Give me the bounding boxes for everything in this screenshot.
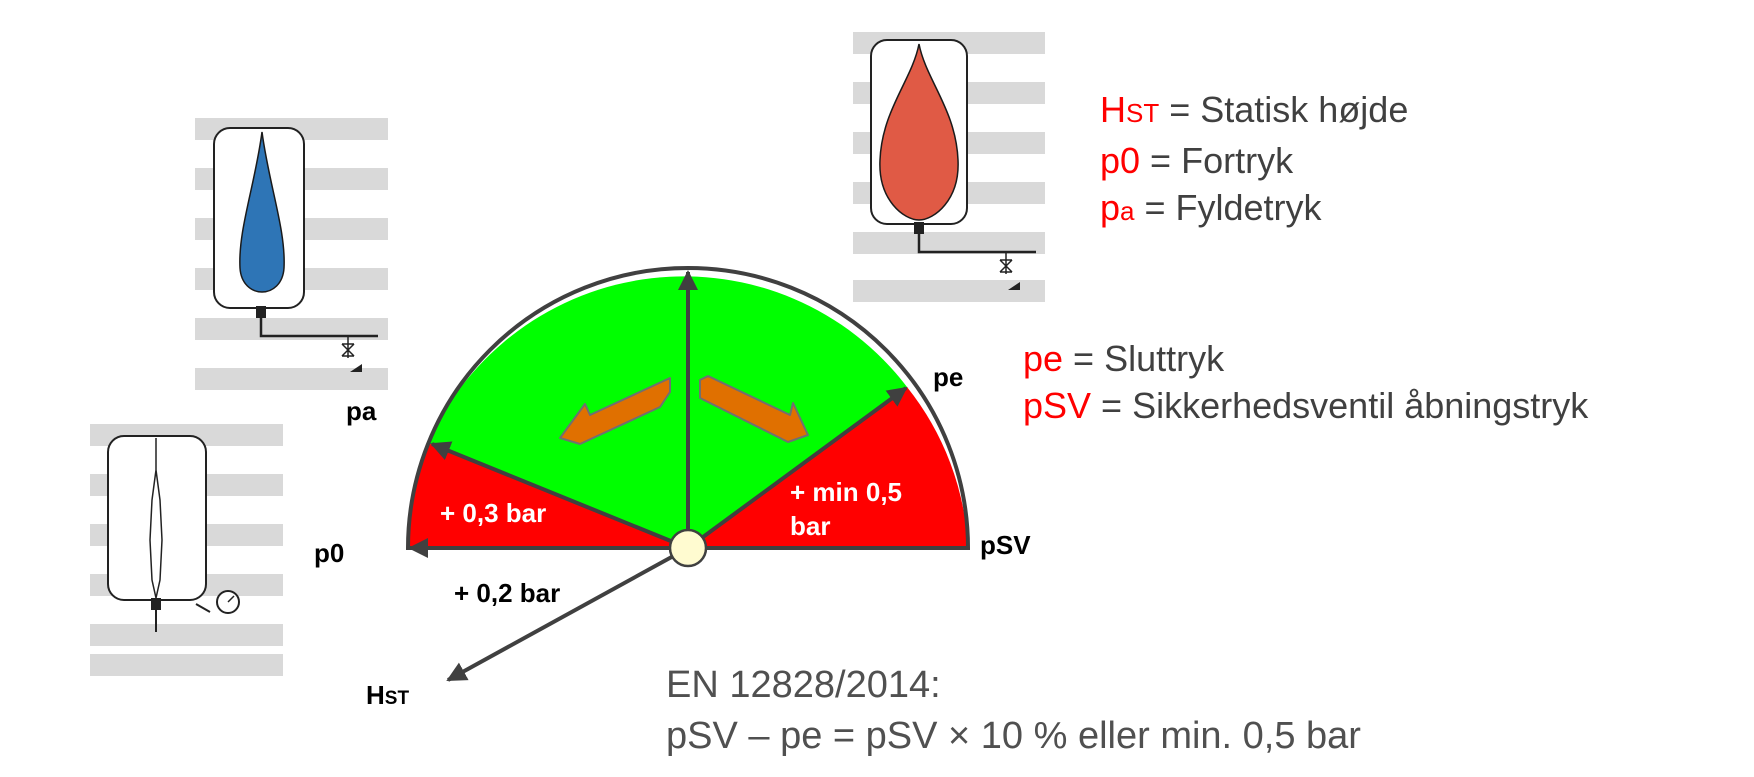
vessel-red-group [853,32,1045,302]
norm-line-1: EN 12828/2014: [666,664,941,706]
needle-pa [430,441,689,550]
norm-line-2: pSV – pe = pSV × 10 % eller min. 0,5 bar [666,715,1361,757]
needle-hst [446,546,689,682]
legend-mid: pe = Sluttryk pSV = Sikkerhedsventil åbn… [1023,335,1588,429]
legend-item-pe: pe = Sluttryk [1023,338,1225,379]
norm-text: EN 12828/2014: pSV – pe = pSV × 10 % ell… [666,660,1361,762]
label-psv: pSV [980,530,1031,560]
gauge-red-zone-right [688,387,968,548]
orange-arrow-left [559,377,671,445]
label-pe: pe [933,362,964,392]
legend-top: HST = Statisk højde p0 = Fortryk pa = Fy… [1100,86,1408,235]
gauge-green-zone [428,276,907,548]
gauge-red-zone-left [407,443,688,548]
vessel-empty-shell [107,435,207,601]
label-hst: HST [366,680,410,710]
vessel-empty-group [90,424,283,676]
legend-item-p0: p0 = Fortryk [1100,140,1294,181]
legend-item-pa: pa = Fyldetryk [1100,187,1322,228]
legend-item-psv: pSV = Sikkerhedsventil åbningstryk [1023,385,1589,426]
vessel-blue-group [195,118,388,390]
needle-pe [686,386,908,550]
vessel-red-membrane [879,43,959,221]
label-plus-0-2-bar: + 0,2 bar [454,578,561,608]
vessel-blue-membrane [239,131,285,293]
legend-item-hst: HST = Statisk højde [1100,89,1409,130]
label-p0: p0 [314,538,345,568]
orange-arrow-right [699,375,809,443]
gauge-outline [405,266,971,550]
manometer-icon [195,590,240,614]
label-pa: pa [346,396,377,426]
label-plus-0-3-bar: + 0,3 bar [440,498,547,528]
pressure-gauge [405,266,971,682]
vessel-empty-membrane [149,438,163,599]
gauge-center-pivot [668,528,708,568]
label-plus-min-0-5-bar: + min 0,5 bar [790,477,902,541]
